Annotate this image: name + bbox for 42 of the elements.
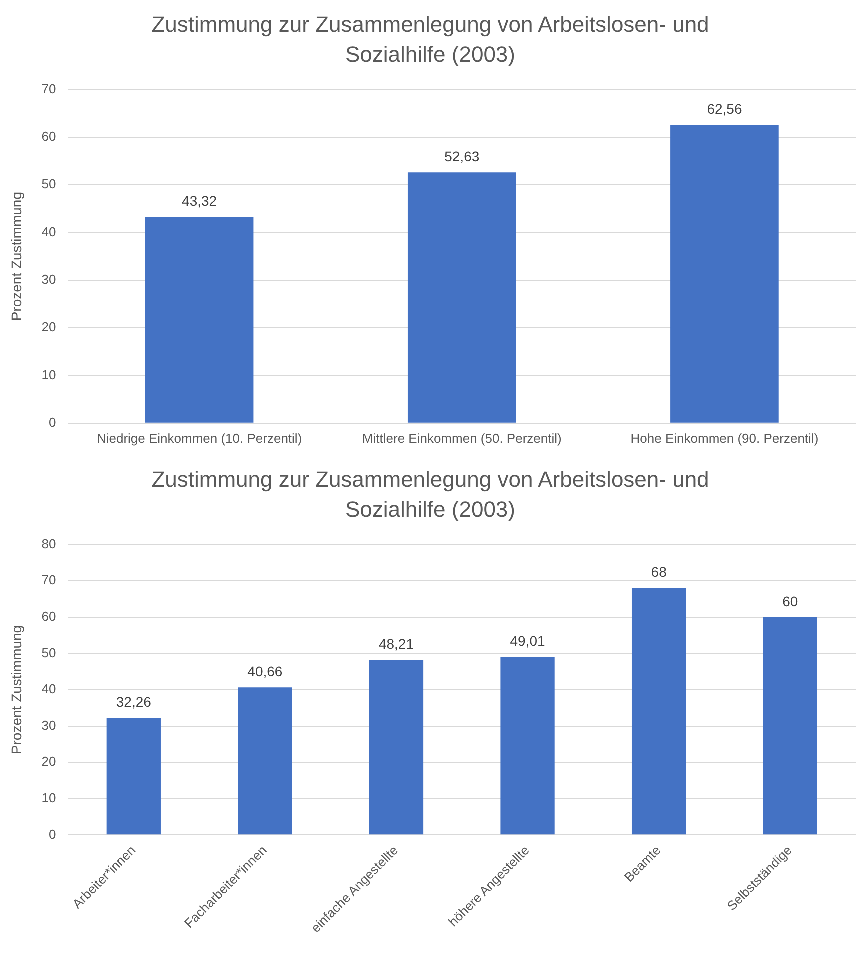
y-tick-label: 70 [42, 572, 56, 588]
bar [763, 617, 818, 835]
x-tick-label: Niedrige Einkommen (10. Perzentil) [96, 430, 302, 446]
chart-title: Zustimmung zur Zusammenlegung von Arbeitslosen- und Sozialhilfe (2003) [150, 466, 710, 524]
data-label: 52,63 [444, 148, 480, 164]
y-tick-label: 70 [42, 81, 56, 96]
y-tick-label: 40 [42, 682, 56, 697]
y-tick-label: 10 [42, 367, 56, 382]
y-axis-title: Prozent Zustimmung [8, 625, 24, 755]
y-tick-label: 10 [42, 790, 56, 806]
x-tick-label: Hohe Einkommen (90. Perzentil) [630, 430, 819, 446]
y-tick-label: 20 [42, 320, 56, 335]
y-tick-label: 20 [42, 754, 56, 770]
data-label: 60 [782, 593, 798, 610]
bar [238, 688, 292, 835]
y-axis-title: Prozent Zustimmung [8, 192, 24, 322]
bar [632, 588, 686, 835]
bar [145, 216, 254, 423]
data-label: 49,01 [510, 633, 546, 650]
data-label: 43,32 [182, 192, 218, 209]
y-tick-label: 0 [49, 826, 56, 842]
bar [500, 657, 555, 835]
x-tick-label: Mittlere Einkommen (50. Perzentil) [362, 430, 562, 446]
y-tick-label: 30 [42, 718, 56, 733]
bar [408, 172, 516, 423]
y-tick-label: 60 [42, 608, 56, 624]
data-label: 68 [651, 564, 668, 580]
y-tick-label: 40 [42, 224, 56, 240]
chart-title: Zustimmung zur Zusammenlegung von Arbeitslosen- und Sozialhilfe (2003) [150, 11, 710, 69]
y-tick-label: 0 [49, 414, 56, 430]
y-tick-label: 50 [42, 645, 56, 660]
data-label: 40,66 [248, 663, 283, 680]
bar [106, 718, 161, 835]
y-tick-label: 60 [42, 129, 56, 144]
data-label: 62,56 [707, 101, 742, 118]
y-tick-label: 50 [42, 176, 56, 192]
data-label: 48,21 [378, 636, 414, 652]
data-label: 32,26 [116, 694, 152, 710]
y-tick-label: 80 [42, 536, 56, 552]
bar [369, 660, 424, 835]
bar [670, 125, 779, 423]
y-tick-label: 30 [42, 272, 56, 288]
